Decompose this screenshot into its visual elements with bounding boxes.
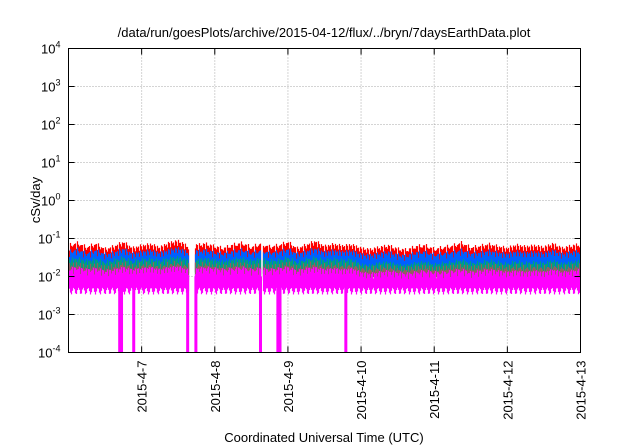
- chart-title: /data/run/goesPlots/archive/2015-04-12/f…: [118, 25, 531, 40]
- series-magenta-dropout: [120, 276, 124, 353]
- series-magenta-dropout: [276, 276, 280, 353]
- series-magenta-dropout: [344, 276, 348, 353]
- y-tick-label: 100: [41, 192, 60, 209]
- y-tick-label: 10-3: [38, 306, 60, 323]
- y-axis-label: cSv/day: [28, 176, 43, 223]
- x-tick-label: 2015-4-7: [135, 361, 150, 413]
- y-tick-label: 101: [41, 154, 60, 171]
- x-axis-label: Coordinated Universal Time (UTC): [224, 430, 423, 445]
- y-tick-label: 102: [41, 116, 60, 133]
- x-tick-label: 2015-4-12: [500, 361, 515, 420]
- x-tick-label: 2015-4-9: [281, 361, 296, 413]
- series-magenta-dropout: [278, 276, 282, 353]
- series-magenta-dropout: [259, 276, 262, 353]
- y-axis: 104 103 102 101 100 10-1 10-2 10-3 10-4: [38, 40, 581, 361]
- y-tick-label: 10-1: [38, 230, 60, 247]
- data-marks: [68, 239, 581, 353]
- x-tick-label: 2015-4-8: [208, 361, 223, 413]
- x-tick-label: 2015-4-10: [354, 361, 369, 420]
- series-magenta-dropout: [194, 276, 198, 353]
- y-tick-label: 10-2: [38, 268, 60, 285]
- grid: [68, 48, 581, 353]
- y-tick-label: 104: [41, 40, 60, 57]
- y-tick-label: 103: [41, 78, 60, 95]
- series-magenta-dropout: [118, 276, 122, 353]
- x-axis: 2015-4-7 2015-4-8 2015-4-9 2015-4-10 2015-4-…: [135, 48, 589, 420]
- x-tick-label: 2015-4-11: [427, 361, 442, 419]
- x-tick-label: 2015-4-13: [574, 361, 589, 420]
- series-magenta-dropout: [186, 276, 190, 353]
- series-magenta-dropout: [132, 276, 136, 353]
- y-tick-label: 10-4: [38, 344, 60, 361]
